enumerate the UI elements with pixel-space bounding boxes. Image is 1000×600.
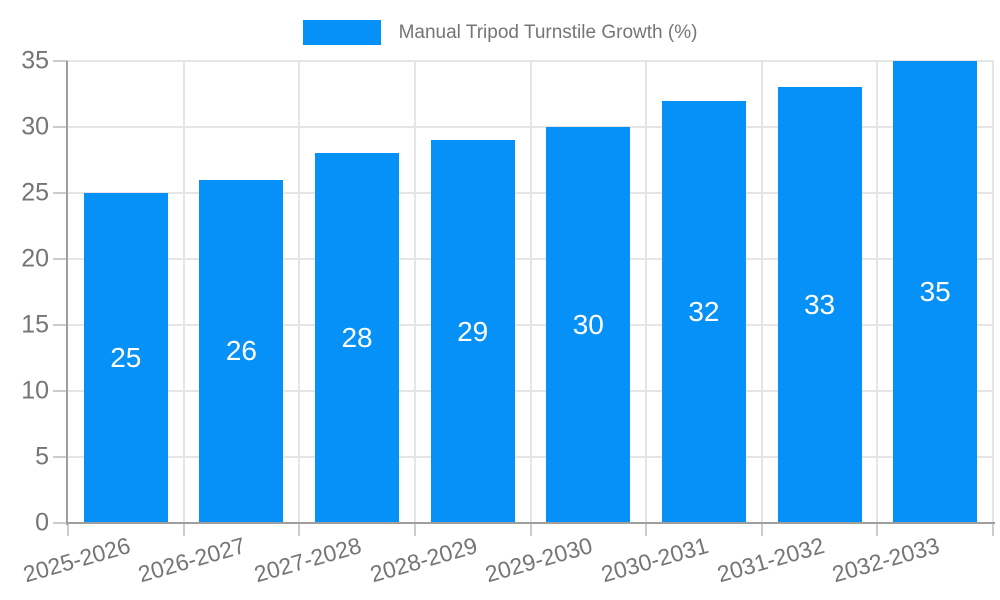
x-tick-label: 2028-2029	[366, 532, 480, 588]
x-tick	[760, 523, 763, 536]
y-tick	[53, 126, 68, 128]
v-gridline	[298, 61, 301, 523]
bar[interactable]: 30	[546, 127, 631, 523]
x-tick	[992, 523, 994, 536]
legend: Manual Tripod Turnstile Growth (%)	[0, 20, 1000, 45]
x-axis-line	[66, 522, 995, 524]
x-tick-label: 2029-2030	[482, 532, 596, 588]
x-tick	[529, 523, 532, 536]
y-tick-label: 20	[21, 244, 49, 273]
y-tick-label: 0	[35, 508, 49, 537]
y-tick	[53, 390, 68, 392]
bar-value-label: 29	[457, 315, 489, 347]
bar-value-label: 33	[803, 289, 836, 321]
y-axis-line	[66, 61, 68, 525]
bar-value-label: 35	[919, 276, 951, 307]
plot-area: 0 5 10 15 20 25 30 35 25 26 28 29 30 32 33 35 2025-2026 2…	[20, 47, 995, 587]
x-tick-label: 2026-2027	[135, 532, 249, 588]
y-tick	[53, 60, 68, 62]
y-tick	[53, 258, 68, 260]
v-gridline	[876, 61, 879, 523]
bar-value-label: 25	[110, 342, 142, 373]
bar[interactable]: 32	[661, 100, 746, 523]
bar-value-label: 32	[688, 295, 720, 327]
y-tick	[53, 324, 68, 326]
v-gridline	[992, 61, 994, 523]
y-tick-label: 15	[21, 310, 49, 339]
y-tick-label: 25	[21, 178, 49, 207]
v-gridline	[182, 61, 185, 523]
x-tick-label: 2025-2026	[20, 532, 133, 588]
y-tick-label: 5	[35, 442, 49, 471]
v-gridline	[529, 61, 532, 523]
bar[interactable]: 25	[83, 193, 168, 523]
bar-value-label: 28	[341, 322, 373, 354]
x-tick	[413, 523, 416, 536]
y-tick-label: 10	[21, 376, 49, 405]
legend-label[interactable]: Manual Tripod Turnstile Growth (%)	[398, 21, 698, 43]
v-gridline	[760, 61, 763, 523]
bar[interactable]: 33	[777, 87, 862, 523]
v-gridline	[645, 61, 648, 523]
y-tick	[53, 522, 68, 524]
x-tick-label: 2027-2028	[251, 532, 365, 588]
x-tick	[67, 523, 69, 536]
bar[interactable]: 35	[893, 61, 978, 523]
y-tick-label: 30	[21, 112, 49, 141]
y-tick	[53, 192, 68, 194]
bar-value-label: 26	[225, 335, 258, 367]
x-tick	[182, 523, 185, 536]
x-tick	[298, 523, 301, 536]
x-tick	[876, 523, 879, 536]
bar[interactable]: 29	[430, 140, 515, 523]
x-tick	[645, 523, 648, 536]
x-tick-label: 2032-2033	[829, 532, 943, 588]
bar[interactable]: 26	[199, 179, 284, 523]
bar[interactable]: 28	[315, 153, 400, 523]
bar-value-label: 30	[572, 309, 604, 340]
y-tick-label: 35	[21, 46, 49, 75]
legend-swatch[interactable]	[302, 20, 381, 45]
x-tick-label: 2031-2032	[713, 532, 827, 588]
y-tick	[53, 456, 68, 458]
x-tick-label: 2030-2031	[598, 532, 712, 588]
v-gridline	[413, 61, 416, 523]
